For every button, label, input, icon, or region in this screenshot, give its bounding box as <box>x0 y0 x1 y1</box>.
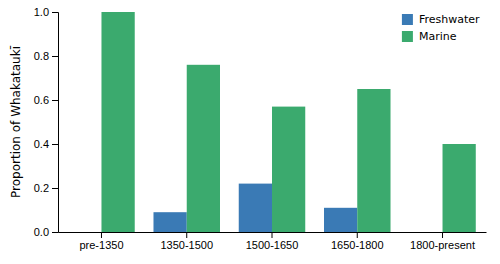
bars <box>101 12 475 232</box>
y-tick-label: 0.0 <box>34 226 49 238</box>
y-axis: 0.0 0.2 0.4 0.6 0.8 1.0 <box>34 6 59 238</box>
y-tick: 0.6 <box>34 94 58 106</box>
x-tick: 1500-1650 <box>246 232 299 251</box>
y-tick: 0.0 <box>34 226 58 238</box>
y-tick-label: 0.4 <box>34 138 49 150</box>
bar-series <box>153 184 357 232</box>
y-tick: 0.8 <box>34 50 58 62</box>
bar <box>187 65 220 232</box>
x-axis: pre-1350 1350-1500 1500-1650 1650-1800 1800-… <box>59 232 487 251</box>
plot: pre-1350 1350-1500 1500-1650 1650-1800 1800-… <box>34 6 487 251</box>
bar <box>443 144 476 232</box>
legend-label: Freshwater <box>419 13 480 26</box>
y-tick-mark <box>52 100 58 101</box>
y-tick-mark <box>52 188 58 189</box>
y-tick-label: 0.2 <box>34 182 49 194</box>
x-tick-label: 1800-present <box>410 239 475 251</box>
legend-item: Marine <box>402 30 457 43</box>
x-tick: 1800-present <box>410 232 475 251</box>
y-tick: 0.2 <box>34 182 58 194</box>
x-tick-mark <box>101 232 102 238</box>
bar <box>101 12 134 232</box>
chart: pre-1350 1350-1500 1500-1650 1650-1800 1800-… <box>0 0 500 264</box>
bar <box>272 107 305 232</box>
bar <box>409 232 442 233</box>
legend-item: Freshwater <box>402 13 480 26</box>
legend-swatch <box>402 14 413 25</box>
y-tick: 0.4 <box>34 138 58 150</box>
y-axis-line <box>52 13 59 233</box>
y-tick-mark <box>52 144 58 145</box>
x-tick-mark <box>186 232 187 238</box>
x-tick-label: 1350-1500 <box>160 239 213 251</box>
y-tick-label: 0.8 <box>34 50 49 62</box>
legend: Freshwater Marine <box>402 13 480 43</box>
bar <box>153 212 186 232</box>
bar <box>68 232 101 233</box>
y-tick-mark <box>52 56 58 57</box>
legend-label: Marine <box>419 30 457 43</box>
y-axis-title: Proportion of Whakataukī <box>9 45 23 198</box>
y-tick-label: 0.6 <box>34 94 49 106</box>
bar <box>357 89 390 232</box>
x-tick-mark <box>357 232 358 238</box>
bar-series <box>101 12 475 232</box>
y-tick-label: 1.0 <box>34 6 49 18</box>
x-tick-label: pre-1350 <box>79 239 123 251</box>
x-tick: 1650-1800 <box>331 232 384 251</box>
x-tick-label: 1650-1800 <box>331 239 384 251</box>
y-tick-mark <box>52 232 58 233</box>
x-tick-mark <box>442 232 443 238</box>
bar <box>324 208 357 232</box>
y-tick-mark <box>52 12 58 13</box>
x-tick: 1350-1500 <box>160 232 213 251</box>
x-tick-label: 1500-1650 <box>246 239 299 251</box>
legend-swatch <box>402 31 413 42</box>
bar <box>239 184 272 232</box>
x-tick-mark <box>272 232 273 238</box>
x-tick: pre-1350 <box>79 232 123 251</box>
y-tick: 1.0 <box>34 6 58 18</box>
